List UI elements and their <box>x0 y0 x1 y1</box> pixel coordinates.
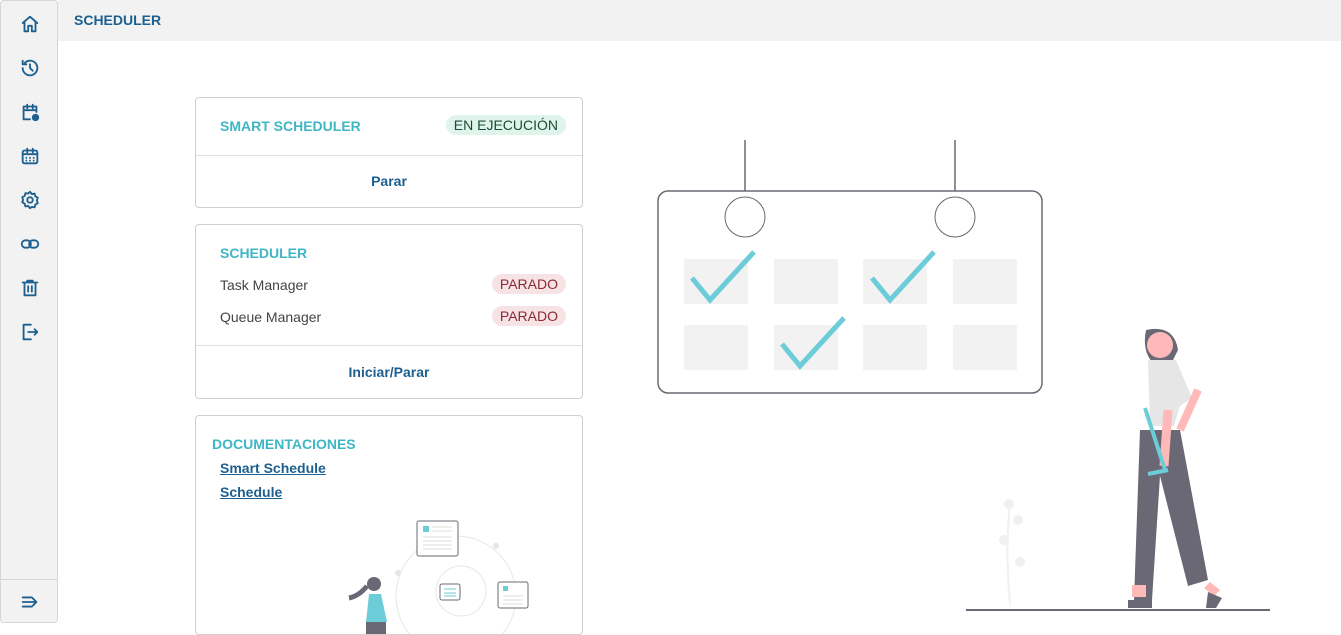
expand-icon[interactable] <box>18 590 42 614</box>
scheduler-card: SCHEDULER Task Manager PARADO Queue Mana… <box>195 224 583 399</box>
queue-manager-status-badge: PARADO <box>491 306 566 326</box>
start-stop-button[interactable]: Iniciar/Parar <box>348 364 430 380</box>
trash-icon[interactable] <box>18 276 42 300</box>
smart-scheduler-title: SMART SCHEDULER <box>220 118 361 134</box>
status-badge: EN EJECUCIÓN <box>445 115 566 135</box>
docs-card: DOCUMENTACIONES Smart Schedule Schedule <box>195 415 583 635</box>
calendar-settings-icon[interactable] <box>18 100 42 124</box>
home-icon[interactable] <box>18 12 42 36</box>
calendar-illustration <box>657 140 1043 394</box>
documents-illustration <box>348 520 529 634</box>
smart-scheduler-card: SMART SCHEDULER EN EJECUCIÓN Parar <box>195 97 583 208</box>
queue-manager-label: Queue Manager <box>220 309 322 325</box>
divider <box>196 155 582 156</box>
scheduler-title: SCHEDULER <box>220 245 308 261</box>
header: SCHEDULER <box>58 0 1341 41</box>
page-title: SCHEDULER <box>74 12 162 28</box>
task-manager-status-badge: PARADO <box>491 274 566 294</box>
divider <box>196 345 582 346</box>
link-icon[interactable] <box>18 232 42 256</box>
task-manager-label: Task Manager <box>220 277 308 293</box>
stop-button[interactable]: Parar <box>371 173 407 189</box>
person-illustration <box>966 328 1270 611</box>
smart-schedule-doc-link[interactable]: Smart Schedule <box>220 460 326 476</box>
calendar-icon[interactable] <box>18 144 42 168</box>
sidebar-divider <box>1 579 57 580</box>
sidebar <box>0 0 58 623</box>
history-icon[interactable] <box>18 56 42 80</box>
gear-icon[interactable] <box>18 188 42 212</box>
docs-title: DOCUMENTACIONES <box>212 436 356 452</box>
schedule-doc-link[interactable]: Schedule <box>220 484 283 500</box>
logout-icon[interactable] <box>18 320 42 344</box>
